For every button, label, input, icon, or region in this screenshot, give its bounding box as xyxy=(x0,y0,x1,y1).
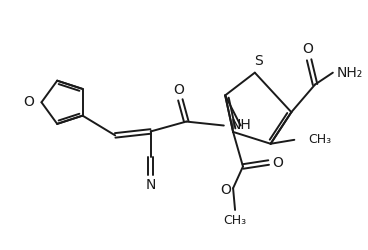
Text: NH₂: NH₂ xyxy=(337,66,363,80)
Text: N: N xyxy=(145,178,156,192)
Text: CH₃: CH₃ xyxy=(223,214,247,227)
Text: NH: NH xyxy=(231,118,251,132)
Text: S: S xyxy=(254,54,263,68)
Text: O: O xyxy=(173,83,184,97)
Text: CH₃: CH₃ xyxy=(308,133,331,146)
Text: O: O xyxy=(221,183,231,197)
Text: O: O xyxy=(272,156,283,170)
Text: O: O xyxy=(303,42,314,56)
Text: O: O xyxy=(24,95,35,109)
